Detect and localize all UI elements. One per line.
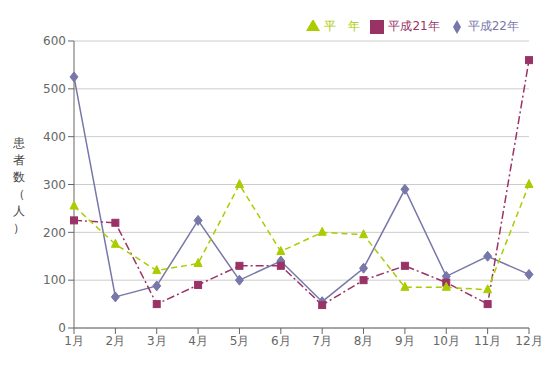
html-text:平成21年: 平成21年 — [388, 19, 440, 33]
svg-text:500: 500 — [43, 82, 66, 96]
html-text:数: 数 — [13, 169, 25, 184]
svg-text:300: 300 — [43, 178, 66, 192]
html-text:者: 者 — [13, 152, 25, 167]
svg-text:4月: 4月 — [188, 334, 208, 348]
svg-text:6月: 6月 — [271, 334, 291, 348]
svg-text:11月: 11月 — [474, 334, 501, 348]
svg-text:600: 600 — [43, 34, 66, 48]
svg-text:100: 100 — [43, 273, 66, 287]
svg-text:12月: 12月 — [515, 334, 542, 348]
svg-text:5月: 5月 — [230, 334, 250, 348]
svg-text:2月: 2月 — [106, 334, 126, 348]
svg-text:200: 200 — [43, 226, 66, 240]
svg-text:1月: 1月 — [64, 334, 84, 348]
svg-text:3月: 3月 — [147, 334, 167, 348]
svg-text:9月: 9月 — [395, 334, 415, 348]
svg-text:7月: 7月 — [312, 334, 332, 348]
svg-text:10月: 10月 — [433, 334, 460, 348]
svg-text:0: 0 — [58, 321, 66, 335]
html-text:平 年: 平 年 — [324, 19, 361, 33]
html-text:患: 患 — [13, 135, 25, 150]
html-text:人: 人 — [13, 203, 25, 218]
html-text:平成22年: 平成22年 — [467, 19, 519, 33]
svg-text:400: 400 — [43, 130, 66, 144]
svg-text:8月: 8月 — [354, 334, 374, 348]
